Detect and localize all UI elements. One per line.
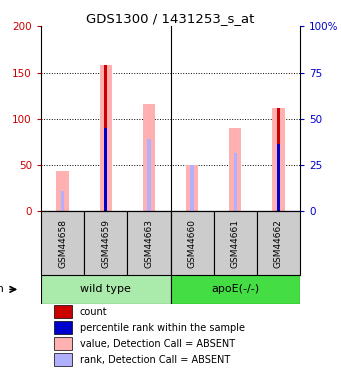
- Text: GSM44658: GSM44658: [58, 219, 67, 268]
- Bar: [84, 211, 127, 275]
- Bar: [54, 306, 72, 318]
- Bar: [272, 108, 284, 211]
- Bar: [147, 139, 151, 212]
- Text: GSM44663: GSM44663: [144, 219, 153, 268]
- Bar: [41, 275, 170, 304]
- Bar: [100, 65, 112, 211]
- Title: GDS1300 / 1431253_s_at: GDS1300 / 1431253_s_at: [86, 12, 255, 25]
- Bar: [186, 165, 198, 211]
- Bar: [54, 321, 72, 334]
- Bar: [41, 211, 84, 275]
- Text: apoE(-/-): apoE(-/-): [211, 284, 260, 294]
- Bar: [234, 153, 237, 212]
- Bar: [104, 128, 107, 212]
- Text: count: count: [80, 307, 107, 317]
- Text: wild type: wild type: [80, 284, 131, 294]
- Text: GSM44660: GSM44660: [188, 219, 197, 268]
- Bar: [257, 211, 300, 275]
- Text: GSM44661: GSM44661: [231, 219, 240, 268]
- Bar: [143, 104, 155, 212]
- Bar: [61, 191, 64, 211]
- Bar: [277, 108, 280, 211]
- Text: GSM44662: GSM44662: [274, 219, 283, 268]
- Bar: [214, 211, 257, 275]
- Bar: [127, 211, 170, 275]
- Bar: [104, 65, 107, 211]
- Bar: [170, 275, 300, 304]
- Bar: [57, 171, 69, 211]
- Text: percentile rank within the sample: percentile rank within the sample: [80, 323, 245, 333]
- Bar: [190, 165, 194, 211]
- Bar: [170, 211, 214, 275]
- Text: value, Detection Call = ABSENT: value, Detection Call = ABSENT: [80, 339, 235, 349]
- Text: rank, Detection Call = ABSENT: rank, Detection Call = ABSENT: [80, 354, 230, 364]
- Bar: [229, 128, 241, 212]
- Bar: [277, 144, 280, 211]
- Text: strain: strain: [0, 284, 5, 294]
- Bar: [54, 353, 72, 366]
- Bar: [54, 337, 72, 350]
- Text: GSM44659: GSM44659: [101, 219, 110, 268]
